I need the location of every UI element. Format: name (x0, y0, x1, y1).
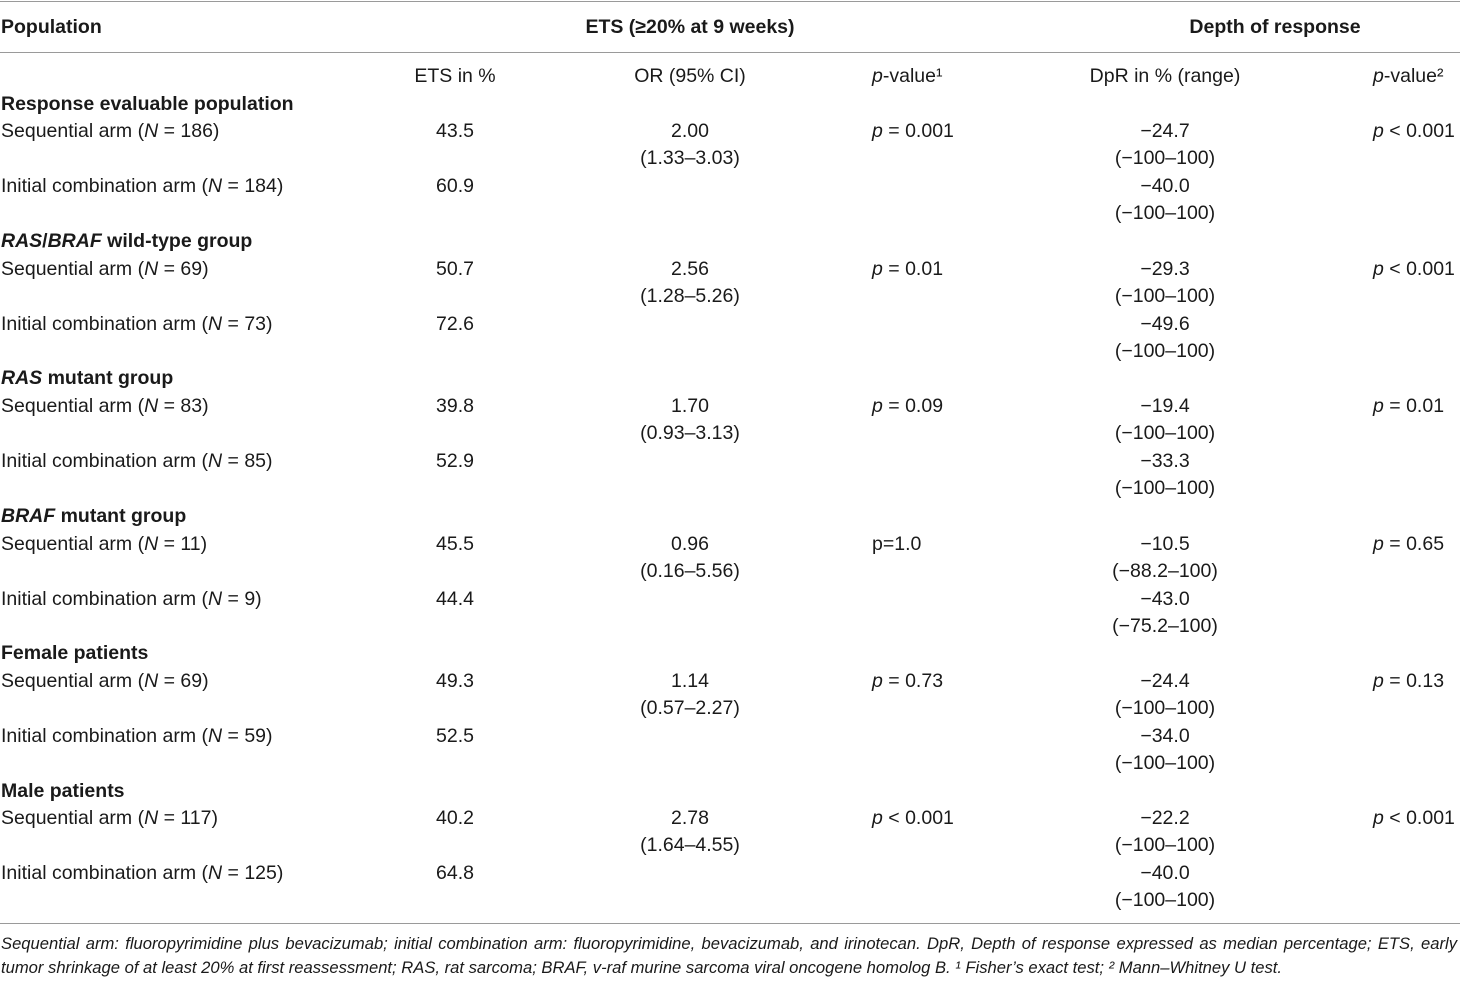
col-dpr: DpR in % (range) (1089, 65, 1241, 87)
ets-value: 52.9 (436, 450, 474, 472)
table-row: Initial combination arm (N = 9) 44.4 −43… (0, 585, 1460, 637)
ets-value: 52.5 (436, 725, 474, 747)
table-row: Sequential arm (N = 83) 39.8 1.70 (0.93–3… (0, 392, 1460, 444)
dpr-value: −24.4 (−100–100) (1114, 670, 1216, 719)
header-ets-group: ETS (≥20% at 9 weeks) (585, 16, 795, 38)
row-label: Sequential arm (N = 186) (1, 120, 220, 142)
ets-value: 49.3 (436, 670, 474, 692)
ets-value: 64.8 (436, 862, 474, 884)
table-row: Sequential arm (N = 11) 45.5 0.96 (0.16–5… (0, 530, 1460, 582)
table-row: Initial combination arm (N = 59) 52.5 −3… (0, 722, 1460, 774)
table-row: Initial combination arm (N = 125) 64.8 −… (0, 859, 1460, 911)
group-title: RAS mutant group (1, 367, 174, 389)
table-row: Sequential arm (N = 186) 43.5 2.00 (1.33–… (0, 117, 1460, 169)
dpr-value: −10.5 (−88.2–100) (1112, 533, 1218, 582)
dpr-value: −19.4 (−100–100) (1114, 395, 1216, 444)
row-label: Sequential arm (N = 69) (1, 258, 209, 280)
row-label: Initial combination arm (N = 73) (1, 313, 273, 335)
subheader-row: ETS in % OR (95% CI) p-value¹ DpR in % (… (0, 62, 1460, 90)
top-rule (0, 1, 1460, 2)
group-title: BRAF mutant group (1, 505, 187, 527)
table-footnote: Sequential arm: fluoropyrimidine plus be… (1, 934, 1457, 977)
row-label: Initial combination arm (N = 59) (1, 725, 273, 747)
p2-value: p < 0.001 (1373, 120, 1455, 142)
p1-value: p = 0.09 (872, 395, 944, 417)
table-row: Sequential arm (N = 117) 40.2 2.78 (1.64–… (0, 804, 1460, 856)
ets-value: 60.9 (436, 175, 474, 197)
col-p1: p-value¹ (872, 65, 943, 87)
p2-value: p = 0.65 (1373, 533, 1445, 555)
col-ets: ETS in % (414, 65, 496, 87)
or-value: 2.56 (1.28–5.26) (640, 258, 740, 307)
col-or: OR (95% CI) (634, 65, 746, 87)
p1-value: p=1.0 (872, 533, 922, 555)
table-row: Initial combination arm (N = 85) 52.9 −3… (0, 447, 1460, 499)
group-title: Response evaluable population (1, 93, 294, 115)
row-label: Sequential arm (N = 117) (1, 807, 218, 829)
header-depth-group: Depth of response (1189, 16, 1361, 38)
or-value: 2.78 (1.64–4.55) (640, 807, 740, 856)
row-label: Sequential arm (N = 11) (1, 533, 208, 555)
p2-value: p < 0.001 (1373, 807, 1455, 829)
row-label: Sequential arm (N = 83) (1, 395, 209, 417)
ets-value: 43.5 (436, 120, 474, 142)
p1-value: p = 0.001 (872, 120, 954, 142)
dpr-value: −34.0 (−100–100) (1114, 725, 1216, 774)
ets-value: 45.5 (436, 533, 474, 555)
row-label: Initial combination arm (N = 184) (1, 175, 284, 197)
bottom-rule (0, 923, 1460, 924)
ets-value: 44.4 (436, 588, 474, 610)
or-value: 0.96 (0.16–5.56) (640, 533, 740, 582)
table-row: Sequential arm (N = 69) 50.7 2.56 (1.28–5… (0, 255, 1460, 307)
row-label: Sequential arm (N = 69) (1, 670, 209, 692)
dpr-value: −49.6 (−100–100) (1114, 313, 1216, 362)
dpr-value: −40.0 (−100–100) (1114, 175, 1216, 224)
dpr-value: −33.3 (−100–100) (1114, 450, 1216, 499)
ets-value: 40.2 (436, 807, 474, 829)
p2-value: p < 0.001 (1373, 258, 1455, 280)
row-label: Initial combination arm (N = 9) (1, 588, 262, 610)
or-value: 1.14 (0.57–2.27) (640, 670, 740, 719)
or-value: 1.70 (0.93–3.13) (640, 395, 740, 444)
ets-value: 50.7 (436, 258, 474, 280)
dpr-value: −40.0 (−100–100) (1114, 862, 1216, 911)
row-label: Initial combination arm (N = 85) (1, 450, 273, 472)
p1-value: p = 0.01 (872, 258, 944, 280)
table-row: Initial combination arm (N = 73) 72.6 −4… (0, 310, 1460, 362)
dpr-value: −24.7 (−100–100) (1114, 120, 1216, 169)
col-p2: p-value² (1373, 65, 1444, 87)
dpr-value: −43.0 (−75.2–100) (1112, 588, 1218, 637)
dpr-value: −29.3 (−100–100) (1114, 258, 1216, 307)
dpr-value: −22.2 (−100–100) (1114, 807, 1216, 856)
p2-value: p = 0.01 (1373, 395, 1445, 417)
row-label: Initial combination arm (N = 125) (1, 862, 284, 884)
group-title: RAS/BRAF wild-type group (1, 230, 253, 252)
header-row: Population ETS (≥20% at 9 weeks) Depth o… (0, 13, 1460, 41)
p1-value: p = 0.73 (872, 670, 944, 692)
group-title: Male patients (1, 780, 125, 802)
group-title: Female patients (1, 642, 149, 664)
header-population: Population (1, 16, 102, 38)
or-value: 2.00 (1.33–3.03) (640, 120, 740, 169)
table-row: Initial combination arm (N = 184) 60.9 −… (0, 172, 1460, 224)
table-row: Sequential arm (N = 69) 49.3 1.14 (0.57–2… (0, 667, 1460, 719)
p2-value: p = 0.13 (1373, 670, 1445, 692)
header-rule (0, 52, 1460, 53)
ets-value: 72.6 (436, 313, 474, 335)
ets-value: 39.8 (436, 395, 474, 417)
p1-value: p < 0.001 (872, 807, 954, 829)
